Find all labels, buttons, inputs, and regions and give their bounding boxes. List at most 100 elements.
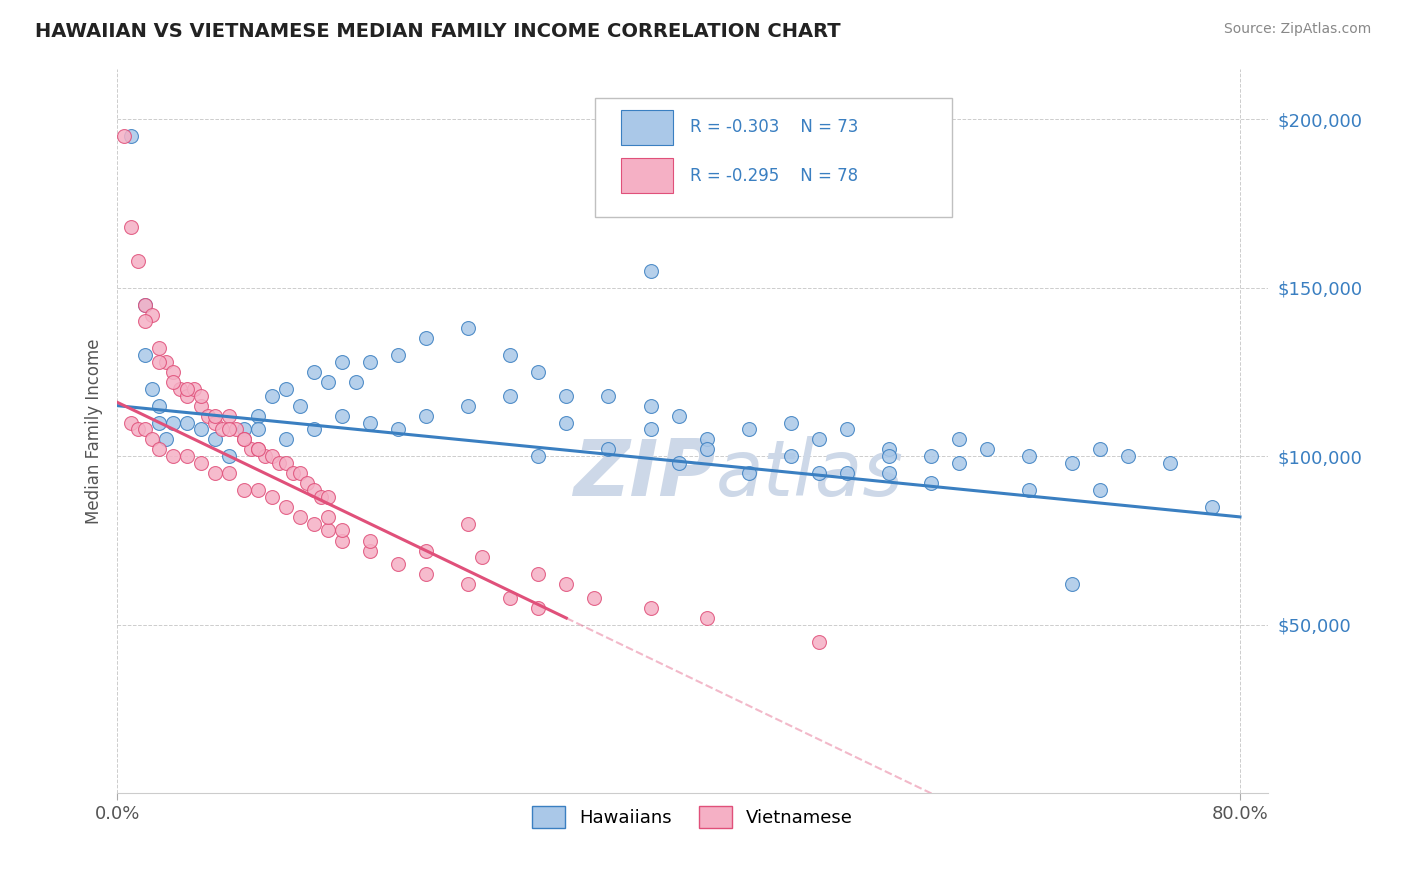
Point — [246, 442, 269, 457]
Point — [387, 422, 409, 436]
Point — [162, 416, 184, 430]
Point — [948, 456, 970, 470]
Point — [148, 442, 170, 457]
Point — [162, 365, 184, 379]
Point — [920, 476, 942, 491]
Point — [232, 433, 254, 447]
Point — [211, 422, 233, 436]
Point — [696, 442, 718, 457]
Point — [877, 449, 900, 463]
Text: HAWAIIAN VS VIETNAMESE MEDIAN FAMILY INCOME CORRELATION CHART: HAWAIIAN VS VIETNAMESE MEDIAN FAMILY INC… — [35, 22, 841, 41]
Point — [976, 442, 998, 457]
Point — [155, 433, 177, 447]
Point — [527, 567, 550, 582]
Point — [807, 466, 830, 480]
Point — [1201, 500, 1223, 514]
Point — [877, 466, 900, 480]
Point — [288, 509, 311, 524]
Point — [239, 442, 262, 457]
Point — [330, 533, 353, 548]
Point — [120, 128, 142, 143]
Bar — [621, 159, 673, 194]
Bar — [621, 110, 673, 145]
Point — [134, 297, 156, 311]
Point — [359, 355, 381, 369]
Point — [330, 355, 353, 369]
Text: R = -0.295    N = 78: R = -0.295 N = 78 — [690, 167, 859, 185]
Point — [127, 422, 149, 436]
Point — [246, 483, 269, 497]
Point — [527, 365, 550, 379]
Point — [330, 524, 353, 538]
Point — [457, 577, 479, 591]
Point — [232, 433, 254, 447]
Point — [288, 466, 311, 480]
Text: R = -0.303    N = 73: R = -0.303 N = 73 — [690, 119, 859, 136]
Point — [835, 422, 858, 436]
Point — [302, 365, 325, 379]
Point — [176, 382, 198, 396]
Point — [309, 490, 332, 504]
Point — [696, 611, 718, 625]
Point — [204, 466, 226, 480]
Point — [1116, 449, 1139, 463]
Text: ZIP: ZIP — [574, 436, 716, 512]
Point — [359, 416, 381, 430]
Point — [598, 388, 620, 402]
Point — [190, 388, 212, 402]
Point — [162, 375, 184, 389]
Point — [246, 442, 269, 457]
Point — [359, 533, 381, 548]
Point — [415, 331, 437, 345]
Point — [267, 456, 290, 470]
Point — [112, 128, 135, 143]
Point — [148, 355, 170, 369]
Point — [274, 382, 297, 396]
Point — [183, 382, 205, 396]
Point — [134, 297, 156, 311]
Point — [555, 416, 578, 430]
Point — [274, 456, 297, 470]
Point — [141, 308, 163, 322]
FancyBboxPatch shape — [595, 97, 952, 217]
Point — [640, 422, 662, 436]
Point — [499, 591, 522, 605]
Point — [155, 355, 177, 369]
Point — [316, 509, 339, 524]
Point — [1088, 483, 1111, 497]
Point — [583, 591, 606, 605]
Point — [197, 409, 219, 423]
Point — [204, 409, 226, 423]
Point — [877, 442, 900, 457]
Point — [190, 399, 212, 413]
Point — [148, 416, 170, 430]
Point — [218, 409, 240, 423]
Point — [120, 416, 142, 430]
Point — [316, 490, 339, 504]
Point — [359, 543, 381, 558]
Point — [457, 399, 479, 413]
Point — [176, 416, 198, 430]
Point — [779, 416, 801, 430]
Point — [668, 456, 690, 470]
Point — [260, 490, 283, 504]
Point — [218, 466, 240, 480]
Point — [127, 253, 149, 268]
Point — [204, 416, 226, 430]
Point — [527, 601, 550, 615]
Point — [176, 388, 198, 402]
Legend: Hawaiians, Vietnamese: Hawaiians, Vietnamese — [526, 798, 860, 835]
Point — [640, 264, 662, 278]
Point — [1018, 449, 1040, 463]
Point — [330, 409, 353, 423]
Point — [779, 449, 801, 463]
Point — [253, 449, 276, 463]
Point — [457, 321, 479, 335]
Point — [134, 348, 156, 362]
Point — [316, 524, 339, 538]
Point — [176, 449, 198, 463]
Point — [640, 601, 662, 615]
Point — [134, 422, 156, 436]
Point — [225, 422, 247, 436]
Point — [807, 634, 830, 648]
